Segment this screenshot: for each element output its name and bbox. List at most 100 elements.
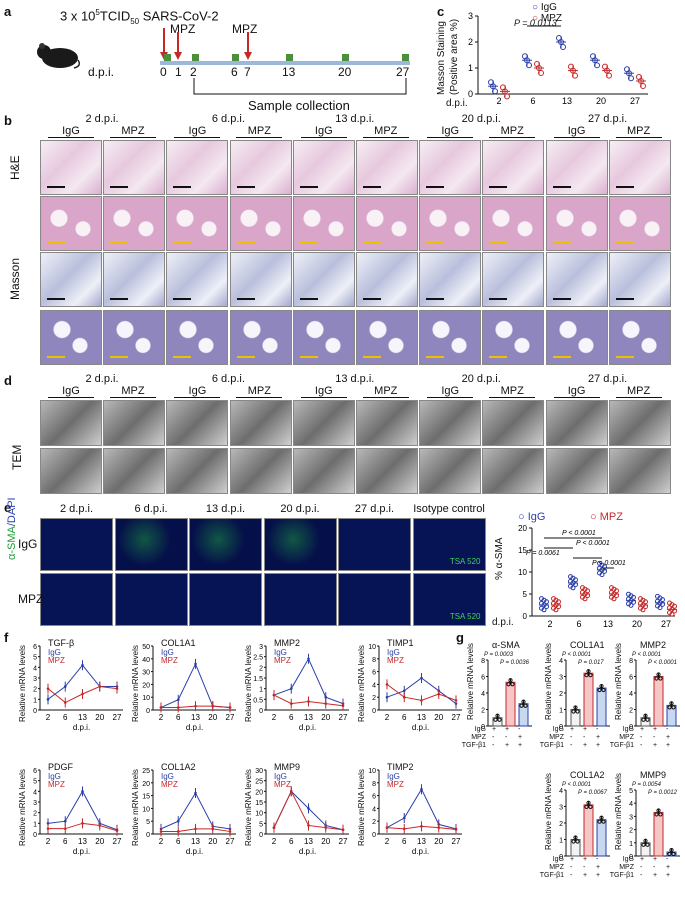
scale-bar [236, 298, 255, 300]
e-timepoint: 20 d.p.i. [280, 503, 320, 515]
f-ytick: 3 [33, 676, 37, 683]
g-point [588, 673, 593, 678]
micrograph-he-high [103, 196, 166, 251]
c-ytick: 0 [468, 89, 473, 99]
f-series-line [160, 792, 231, 830]
f-ytick: 6 [33, 768, 37, 775]
e-point [611, 596, 617, 602]
g-ytick: 8 [629, 658, 633, 665]
f-xtick: 13 [304, 713, 313, 722]
f-ytick: 2 [372, 695, 376, 702]
f-xlabel: d.p.i. [186, 723, 203, 732]
tem-image [292, 448, 355, 494]
g-row-label: TGF-β1 [539, 872, 564, 879]
g-ytick: 0 [481, 724, 485, 731]
tem-image [356, 400, 418, 446]
f-xtick: 27 [226, 837, 235, 846]
tem-image [229, 448, 292, 494]
e-pvalue: P < 0.0001 [576, 540, 610, 547]
f-point [176, 706, 180, 709]
arrow-mpz-2-head [244, 52, 252, 60]
scale-bar [552, 186, 571, 188]
g-point [645, 842, 650, 847]
f-xtick: 20 [95, 837, 104, 846]
scale-bar [47, 298, 65, 300]
g-point [656, 672, 661, 677]
g-ytick: 2 [629, 708, 633, 715]
marker-d2 [192, 54, 199, 61]
g-sign: + [518, 734, 523, 741]
scale-bar [363, 242, 381, 244]
f-point [289, 790, 293, 793]
c-ytick: 1 [468, 63, 473, 73]
e-plot: 0 5 10 15 20 2 6 13 20 27 P < 0.0001 P < 0.0001 P = … [518, 524, 677, 628]
g-point [597, 819, 602, 824]
b-row-masson: Masson [8, 257, 22, 300]
f-chart-pdgf: 0 1 2 3 4 5 6 2 6 13 20 27 d.p.i. [33, 768, 123, 856]
g-pvalue-2: P < 0.0001 [648, 660, 677, 666]
f-xtick: 27 [113, 713, 122, 722]
g-sign: - [570, 742, 573, 749]
scale-bar [363, 356, 381, 358]
f-point [341, 828, 345, 832]
g-point [654, 676, 659, 681]
e-timepoint: Isotype control [413, 503, 485, 515]
f-ytick: 5 [259, 821, 263, 828]
micrograph-masson-low [40, 252, 102, 307]
e-point [640, 607, 646, 613]
f-chart-timp2: 0 2 4 6 8 10 2 6 13 20 27 d.p.i. [368, 768, 462, 856]
g-pvalue-2: P = 0.0067 [578, 790, 607, 796]
f-point [289, 687, 293, 690]
g-point [586, 669, 591, 674]
g-bar [583, 804, 594, 857]
g-ytick: 1 [629, 841, 633, 848]
tsa-label: TSA 520 [449, 557, 481, 566]
f-ytick: 3 [33, 800, 37, 807]
g-point [510, 682, 515, 687]
g-row-label: IgG [622, 726, 634, 733]
g-sign: + [570, 726, 575, 733]
f-xtick: 2 [46, 713, 51, 722]
c-point [538, 70, 544, 76]
fluor-image: TSA 520 [412, 518, 486, 571]
f-xtick: 6 [176, 713, 181, 722]
g-point [669, 847, 674, 853]
c-point [570, 67, 576, 74]
f-xtick: 20 [208, 837, 217, 846]
day-13: 13 [282, 65, 296, 79]
panel-label-f: f [4, 630, 9, 645]
g-pvalue-1: P = 0.0003 [484, 652, 513, 658]
c-point [560, 44, 566, 50]
d-group-mpz: MPZ [110, 385, 156, 398]
g-point [575, 839, 580, 844]
f-point [385, 695, 389, 699]
tsa-label: TSA 520 [449, 612, 481, 621]
c-point [626, 70, 632, 77]
tem-image [166, 448, 229, 494]
e-legend-igg-text: IgG [527, 511, 546, 523]
f-point [46, 687, 50, 690]
d-timepoint: 27 d.p.i. [588, 373, 628, 385]
f-xtick: 2 [272, 713, 277, 722]
f-point [289, 702, 293, 705]
tem-image [40, 400, 102, 446]
g-ytick: 0 [629, 854, 633, 861]
scale-bar [173, 356, 192, 358]
scale-bar [489, 298, 508, 300]
scale-bar [426, 298, 445, 300]
f-ytick: 1 [33, 697, 37, 704]
micrograph-he-high [545, 196, 608, 251]
scale-bar [110, 242, 129, 244]
g-point [599, 815, 604, 820]
e-point [660, 597, 665, 603]
g-point [523, 703, 528, 708]
f-legend-igg: IgG [274, 772, 287, 781]
f-point [81, 692, 84, 696]
scale-bar [47, 356, 65, 358]
f-ylabel: Relative mRNA levels [131, 645, 140, 722]
g-sign: + [583, 856, 588, 863]
e-pvalue: P = 0.0061 [526, 550, 560, 557]
g-ylabel: Relative mRNA levels [614, 643, 623, 720]
micrograph-he-high [166, 196, 229, 251]
f-xtick: 2 [46, 837, 51, 846]
